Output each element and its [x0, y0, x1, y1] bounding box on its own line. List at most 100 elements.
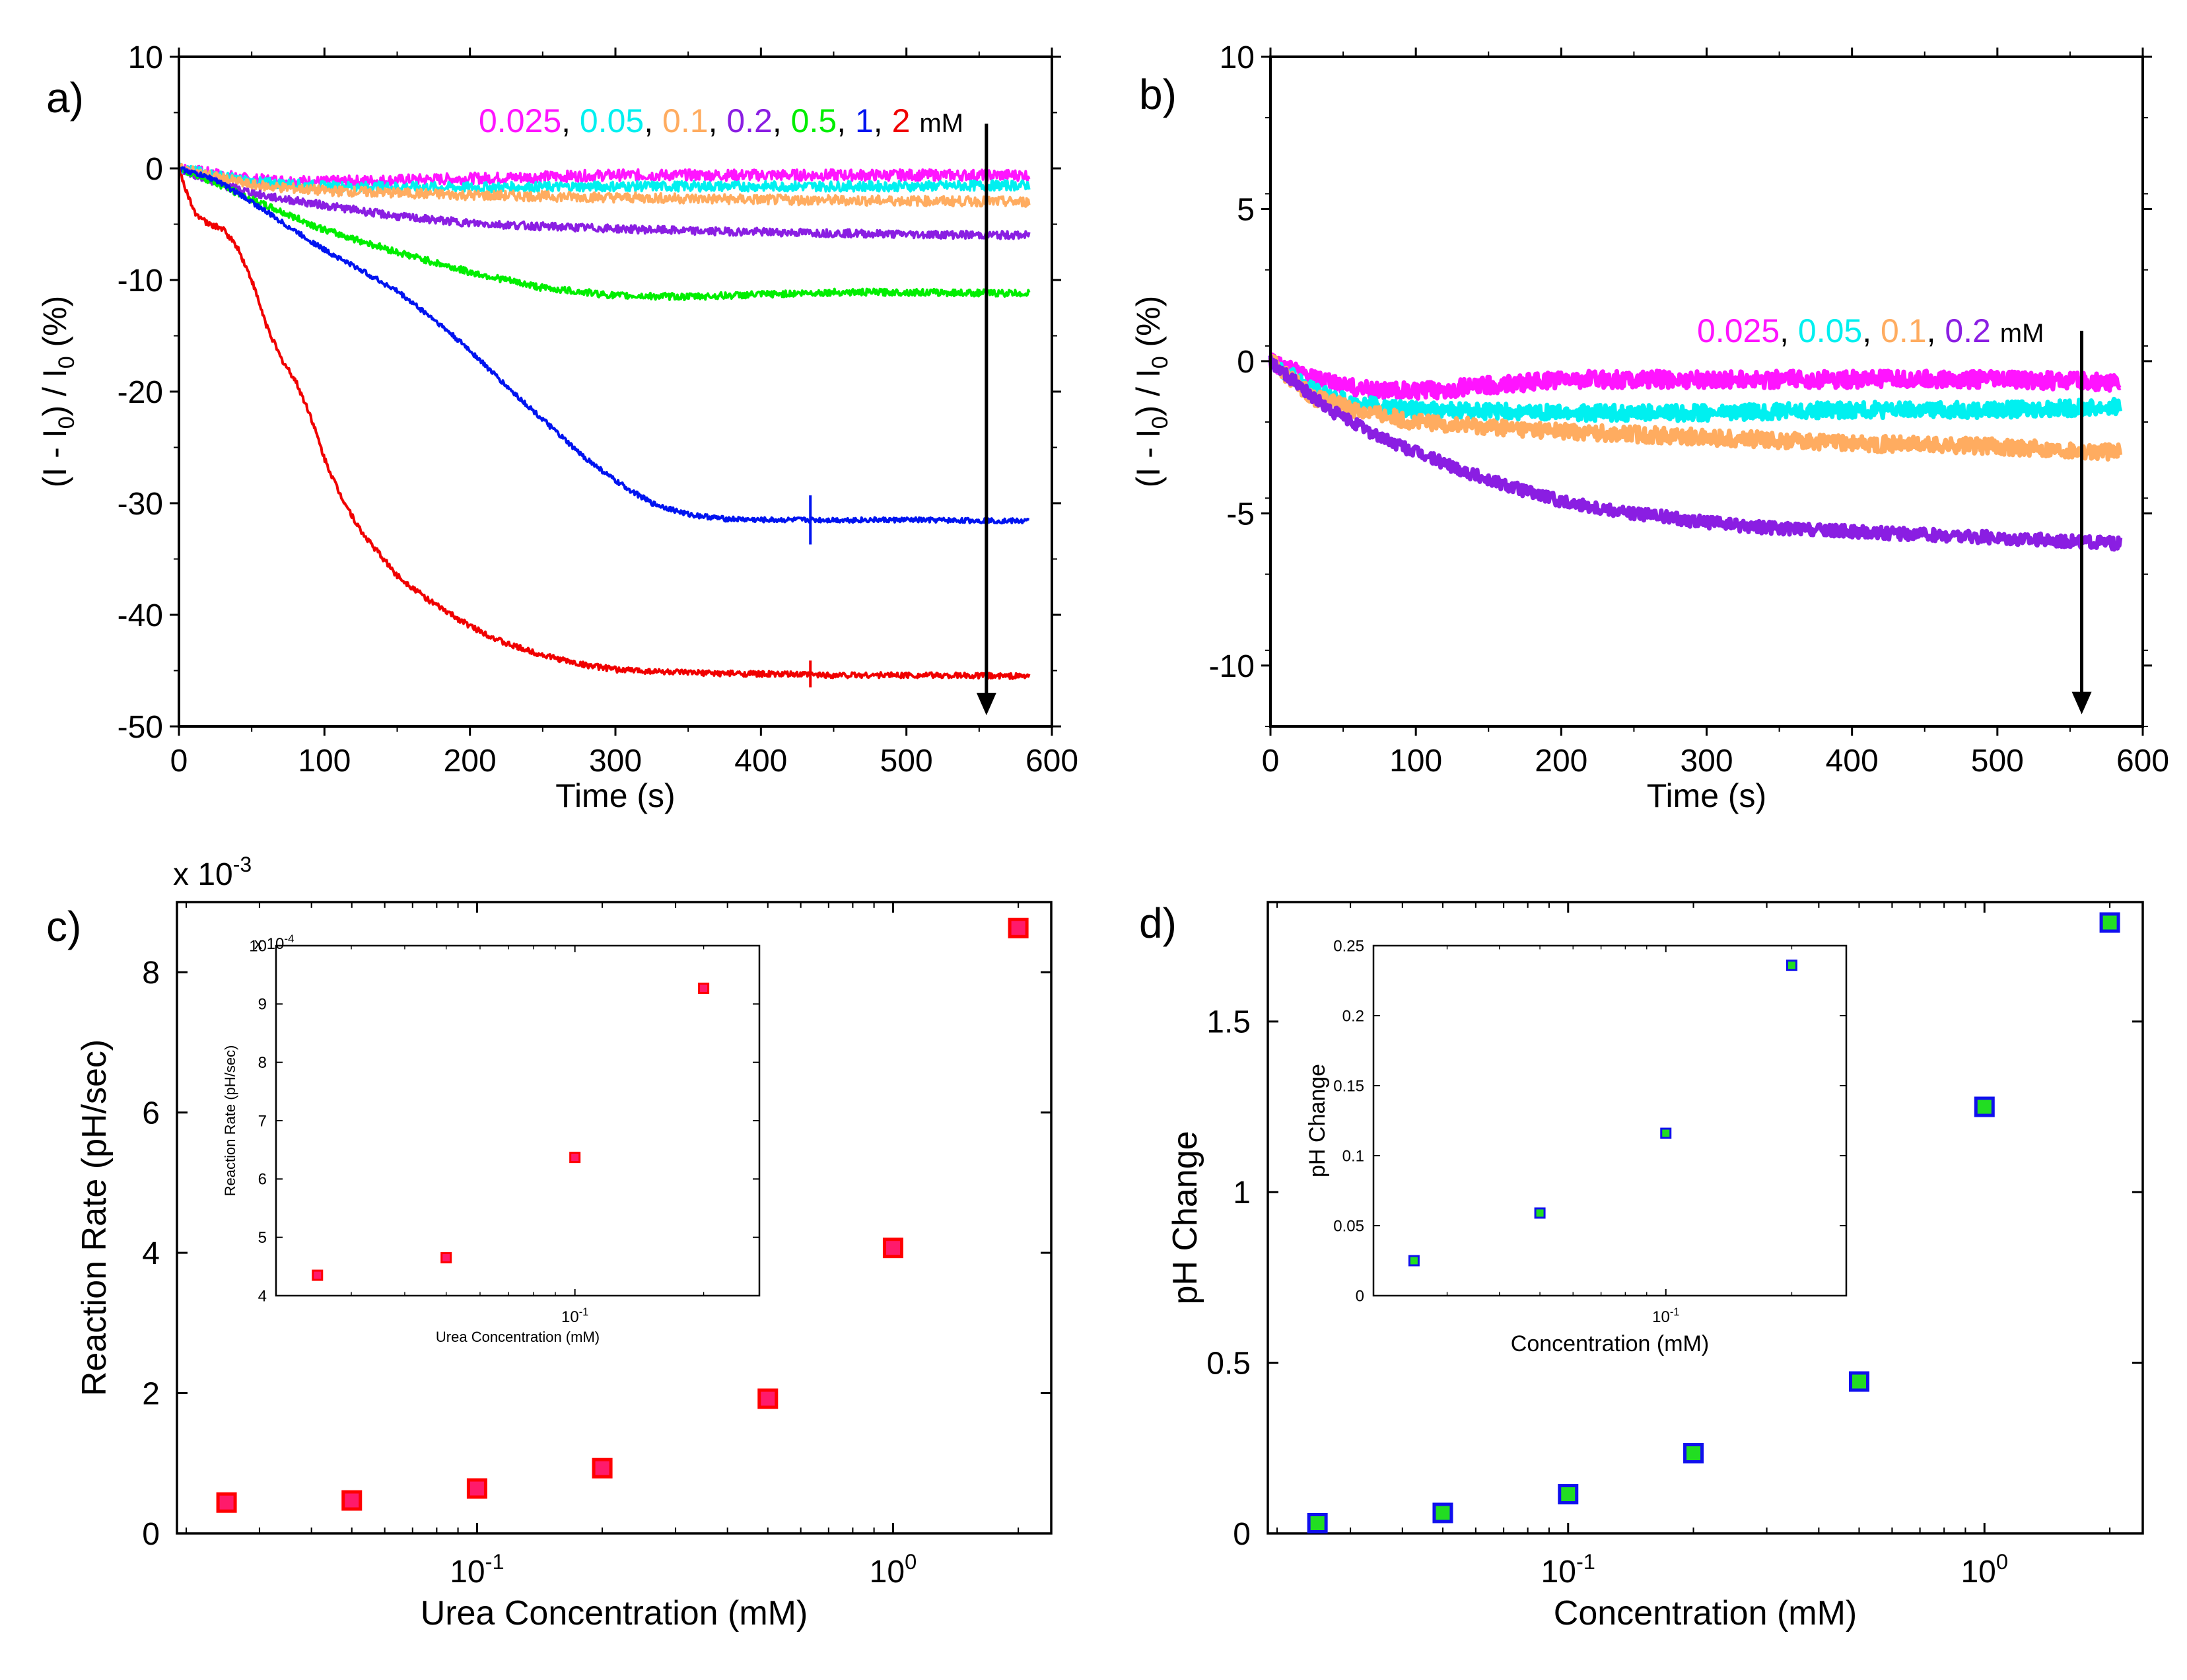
series-line-b-1 [1268, 356, 2123, 423]
main-c-y-tick-label-3: 6 [142, 1096, 160, 1131]
chart-d: 10-1 100 0 0.5 1 1.5 Concentration (mM) pH Chan… [1166, 901, 2144, 1632]
inset-d-frame [1372, 944, 1848, 1297]
panel-label-c: c) [46, 903, 81, 950]
y-tick-label-b-0: 10 [1220, 40, 1255, 75]
legend-b-01: 0.1 [1881, 312, 1927, 349]
main-d-y-tick-label-1: 0.5 [1206, 1346, 1251, 1381]
x-tick-label-b-2: 200 [1535, 744, 1587, 779]
inset-d-x-tick-label-0: 10-1 [1652, 1306, 1679, 1326]
main-d-marker-3 [1683, 1443, 1704, 1464]
inset-c-x-axis-label: Urea Concentration (mM) [436, 1329, 600, 1345]
main-c-marker-4 [757, 1388, 779, 1409]
y-tick-label-a-3: -20 [118, 375, 163, 410]
chart-b: 0 100 200 300 400 500 600 10 5 0 -5 -10 Time (s) (I -… [1130, 40, 2169, 814]
x-tick-label-a-5: 500 [880, 744, 933, 779]
legend-b-005: 0.05 [1798, 312, 1862, 349]
chart-c: 10-1 100 0 2 4 6 8 Urea Concentration (mM) React… [75, 901, 1053, 1632]
main-d-marker-2 [1558, 1484, 1579, 1505]
exponent-main-c-power: -3 [233, 853, 252, 876]
x-axis-label-b: Time (s) [1647, 777, 1766, 814]
series-line-a-6 [178, 166, 1031, 680]
main-d-y-tick-label-2: 1 [1233, 1175, 1251, 1210]
legend-a-005: 0.05 [580, 102, 644, 139]
y-tick-label-a-1: 0 [145, 152, 163, 187]
series-line-b-2 [1268, 354, 2123, 462]
y-tick-label-b-3: -5 [1226, 497, 1255, 532]
main-c-y-tick-label-1: 2 [142, 1376, 160, 1411]
main-c-x-tick-label-1: 100 [870, 1549, 917, 1590]
main-c-x-tick-label-0: 10-1 [450, 1549, 504, 1590]
inset-c-y-tick-label-2: 6 [258, 1171, 267, 1189]
legend-a-05: 0.5 [791, 102, 837, 139]
inset-d-y-tick-label-5: 0.25 [1333, 937, 1364, 955]
series-line-b-3 [1268, 355, 2123, 552]
exponent-main-c: x 10-3 [173, 853, 252, 892]
inset-d-marker-2 [1660, 1127, 1672, 1139]
legend-a-2: 2 [892, 102, 911, 139]
inset-d-y-tick-label-2: 0.1 [1342, 1147, 1364, 1165]
x-tick-label-a-1: 100 [298, 744, 351, 779]
legend-a-0025: 0.025 [479, 102, 561, 139]
x-tick-label-b-1: 100 [1389, 744, 1442, 779]
inset-c-y-tick-label-0: 4 [258, 1287, 267, 1305]
x-tick-label-b-6: 600 [2116, 744, 2169, 779]
main-d-marker-6 [2099, 912, 2120, 933]
inset-c-y-axis-label: Reaction Rate (pH/sec) [222, 1045, 238, 1197]
y-tick-label-a-0: 10 [128, 40, 163, 75]
inset-c-y-tick-label-6: 10 [249, 937, 267, 955]
panel-label-a: a) [46, 74, 84, 122]
series-line-a-5 [178, 166, 1030, 525]
x-axis-label-a: Time (s) [555, 777, 675, 814]
inset-c-marker-1 [440, 1252, 452, 1264]
chart-a: 0 100 200 300 400 500 600100-10-20-30-40-50Tim… [36, 40, 1078, 814]
main-c-marker-6 [1008, 917, 1029, 938]
trend-arrow-head-a [976, 693, 996, 716]
trend-arrow-head-b [2071, 691, 2092, 715]
inset-c: 10-1 4 5 6 7 8 9 10 Urea Concentration (mM) React… [222, 937, 761, 1345]
x-tick-label-a-2: 200 [444, 744, 497, 779]
main-c-y-tick-label-0: 0 [142, 1517, 160, 1552]
main-c-marker-5 [882, 1238, 903, 1259]
main-c-y-tick-label-4: 8 [142, 956, 160, 991]
legend-b-02: 0.2 [1945, 312, 1991, 349]
main-d-marker-1 [1432, 1502, 1453, 1523]
inset-c-y-tick-label-3: 7 [258, 1112, 267, 1130]
inset-d-y-tick-label-0: 0 [1356, 1287, 1364, 1305]
y-tick-label-a-2: -10 [118, 263, 163, 298]
inset-d: 10-1 0 0.05 0.1 0.15 0.2 0.25 Concentration (mM… [1305, 937, 1848, 1356]
inset-d-x-axis-label: Concentration (mM) [1511, 1331, 1709, 1356]
main-d-marker-4 [1848, 1371, 1869, 1392]
inset-c-y-tick-label-1: 5 [258, 1229, 267, 1247]
inset-c-marker-2 [569, 1152, 581, 1164]
main-d-y-tick-label-0: 0 [1233, 1517, 1251, 1552]
legend-a-01: 0.1 [662, 102, 709, 139]
main-d-y-axis-label: pH Change [1166, 1131, 1204, 1304]
main-d-x-axis-label: Concentration (mM) [1554, 1594, 1857, 1632]
y-axis-label-b: (I - I0) / I0 (%) [1130, 296, 1173, 488]
legend-a: 0.025, 0.05, 0.1, 0.2, 0.5, 1, 2 mM [479, 102, 963, 139]
legend-b: 0.025, 0.05, 0.1, 0.2 mM [1697, 312, 2044, 349]
panel-label-b: b) [1139, 71, 1177, 118]
x-tick-label-b-5: 500 [1971, 744, 2024, 779]
x-tick-label-b-4: 400 [1826, 744, 1879, 779]
y-tick-label-b-1: 5 [1237, 192, 1255, 227]
inset-c-frame [275, 944, 761, 1297]
exponent-inset-c-power: -4 [284, 932, 294, 945]
main-d-marker-5 [1974, 1096, 1995, 1117]
x-tick-label-a-3: 300 [589, 744, 642, 779]
y-tick-label-b-4: -10 [1209, 649, 1255, 684]
series-line-a-1 [178, 162, 1031, 193]
inset-c-marker-3 [698, 982, 710, 994]
inset-d-y-axis-label: pH Change [1305, 1064, 1330, 1177]
main-d-x-tick-label-1: 100 [1961, 1549, 2008, 1590]
inset-d-y-tick-label-3: 0.15 [1333, 1077, 1364, 1095]
panel-label-d: d) [1139, 899, 1177, 947]
plot-frame-a [178, 55, 1053, 728]
inset-c-y-tick-label-4: 8 [258, 1054, 267, 1072]
main-c-y-axis-label: Reaction Rate (pH/sec) [75, 1039, 114, 1396]
main-c-x-axis-label: Urea Concentration (mM) [421, 1594, 808, 1632]
x-tick-label-a-6: 600 [1025, 744, 1078, 779]
inset-d-marker-1 [1534, 1207, 1546, 1219]
main-c-marker-2 [466, 1478, 487, 1499]
